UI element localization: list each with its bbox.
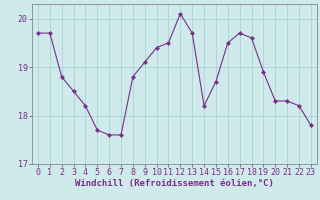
X-axis label: Windchill (Refroidissement éolien,°C): Windchill (Refroidissement éolien,°C) — [75, 179, 274, 188]
